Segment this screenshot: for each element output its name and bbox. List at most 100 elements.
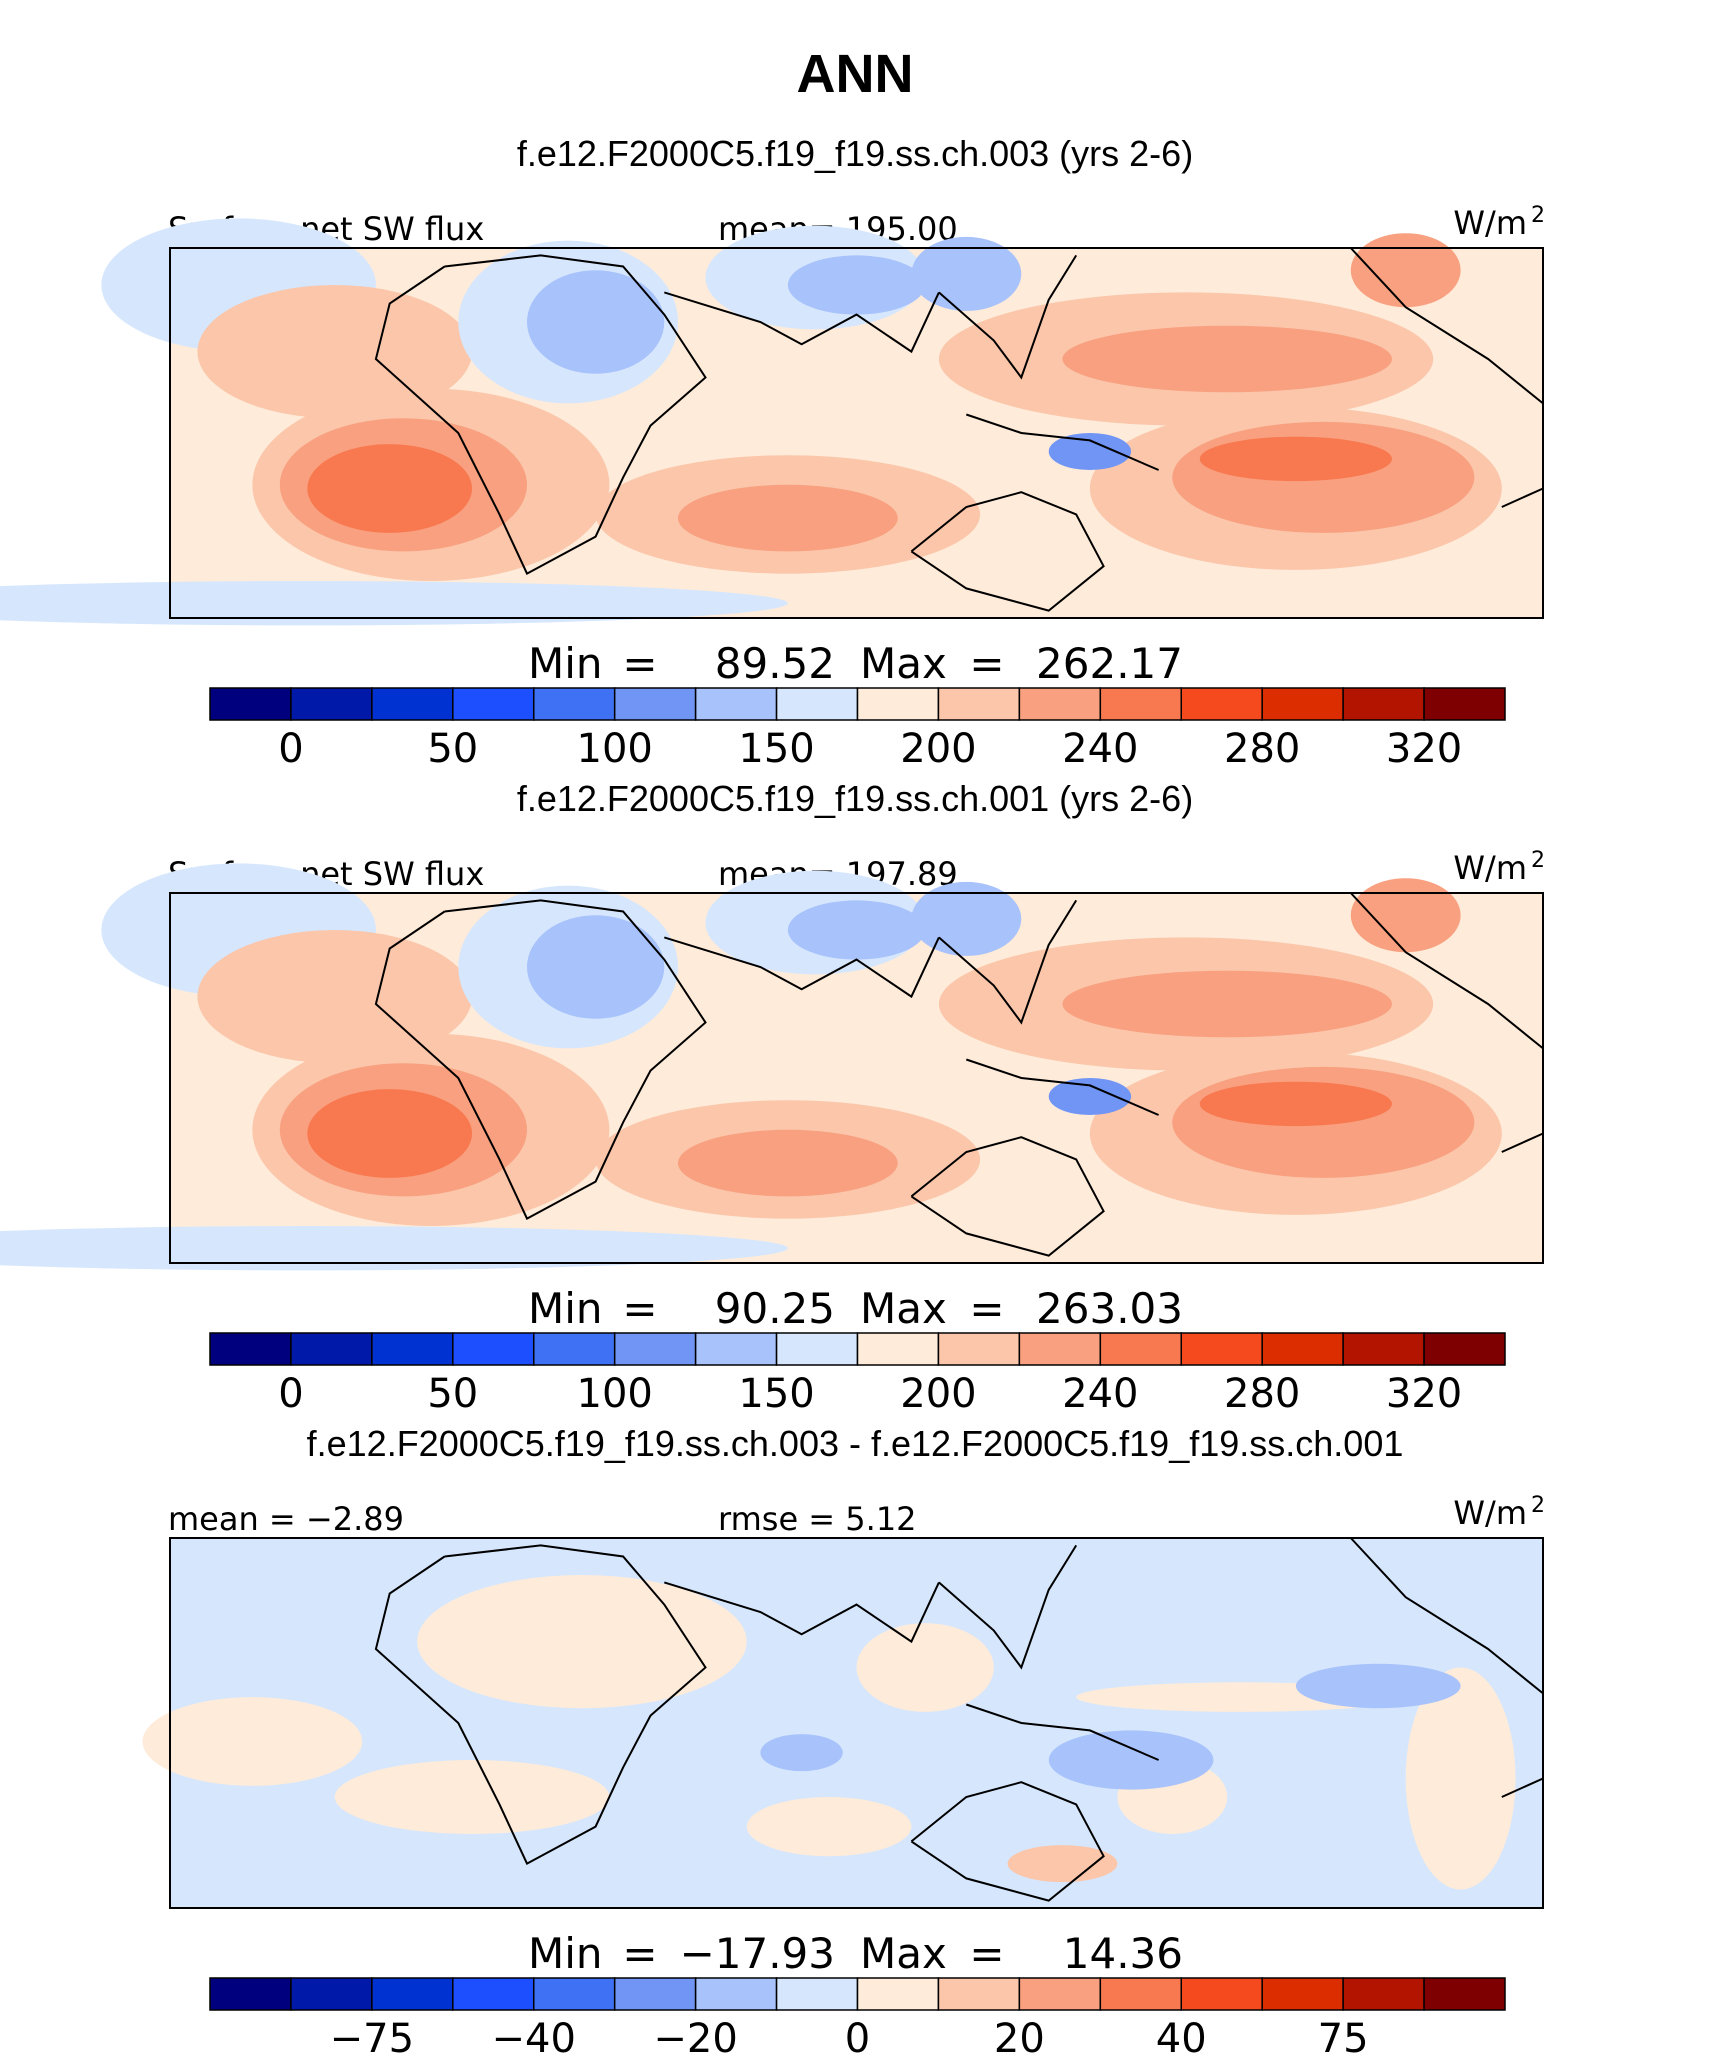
equals-sign: = [622, 1284, 657, 1333]
contour-region [307, 1089, 473, 1178]
colorbar-box [1261, 1332, 1344, 1366]
map-frame [169, 1537, 1544, 1909]
colorbar-tick-label: 40 [1156, 2016, 1207, 2062]
colorbar-tick-label: 240 [1062, 726, 1138, 772]
units-label: W/m [1453, 849, 1527, 887]
coastline [1350, 892, 1544, 1050]
colorbar-tick-label: 50 [427, 726, 478, 772]
colorbar-box [1018, 1332, 1102, 1366]
colorbar-box [290, 1977, 373, 2011]
contour-region [1295, 1663, 1461, 1709]
contour-region [787, 900, 926, 960]
colorbar-box [452, 1977, 535, 2011]
panel-title: f.e12.F2000C5.f19_f19.ss.ch.001 (yrs 2-6… [517, 778, 1193, 819]
units-power: 2 [1531, 203, 1545, 228]
contour-region [1199, 1081, 1392, 1127]
contour-region [678, 1129, 898, 1197]
colorbar-tick-label: 0 [278, 726, 303, 772]
max-value: 262.17 [1036, 639, 1183, 688]
min-label: Min [528, 1929, 603, 1978]
contour-region [0, 581, 788, 626]
left-label: mean = −2.89 [168, 1500, 404, 1538]
colorbar-box [1099, 1977, 1182, 2011]
colorbar-box [1261, 1977, 1344, 2011]
contour-region [0, 1226, 788, 1271]
coastline [664, 1581, 940, 1644]
colorbar-tick-label: 150 [738, 726, 814, 772]
colorbar-tick-label: 150 [738, 1371, 814, 1417]
colorbar-box [1342, 1977, 1425, 2011]
colorbar-box [775, 1977, 859, 2011]
colorbar-tick-label: 0 [845, 2016, 870, 2062]
contour-region [1062, 325, 1392, 393]
units-power: 2 [1531, 1493, 1545, 1518]
panel-3: f.e12.F2000C5.f19_f19.ss.ch.003 - f.e12.… [142, 1423, 1545, 2062]
colorbar-box [775, 1332, 859, 1366]
colorbar-box [533, 1332, 616, 1366]
equals-sign: = [969, 1929, 1004, 1978]
contour-region [417, 1575, 747, 1709]
coastline [374, 1544, 707, 1865]
units-label: W/m [1453, 1494, 1527, 1532]
coastline [965, 1703, 1159, 1761]
colorbar-box [1423, 1977, 1506, 2011]
coastline [938, 1544, 1078, 1670]
min-label: Min [528, 639, 603, 688]
colorbar-box [613, 687, 697, 721]
coastline [965, 413, 1159, 471]
colorbar-box [1423, 687, 1506, 721]
contour-region [526, 915, 665, 1019]
contour-region [1048, 1730, 1214, 1790]
contour-region [760, 1734, 843, 1772]
colorbar-box [694, 687, 778, 721]
contour-region [746, 1797, 912, 1857]
colorbar-box [1261, 687, 1344, 721]
colorbar-box [775, 687, 859, 721]
colorbar-box [209, 1977, 292, 2011]
map-frame [169, 247, 1544, 619]
contour-region [526, 270, 665, 374]
colorbar-box [856, 1977, 940, 2011]
colorbar-box [856, 687, 940, 721]
contour-region [1199, 436, 1392, 482]
panel-title: f.e12.F2000C5.f19_f19.ss.ch.003 - f.e12.… [307, 1423, 1404, 1464]
colorbar-box [1342, 1332, 1425, 1366]
colorbar-tick-label: 75 [1318, 2016, 1369, 2062]
max-label: Max [860, 1284, 947, 1333]
colorbar-box [452, 687, 535, 721]
colorbar-tick-label: 100 [577, 1371, 653, 1417]
contour-region [1048, 433, 1132, 470]
max-value: 263.03 [1036, 1284, 1183, 1333]
colorbar-tick-label: 0 [278, 1371, 303, 1417]
max-label: Max [860, 639, 947, 688]
contour-region [678, 484, 898, 552]
colorbar-box [452, 1332, 535, 1366]
colorbar-box [371, 1332, 454, 1366]
colorbar-box [290, 1332, 373, 1366]
colorbar-tick-label: 20 [994, 2016, 1045, 2062]
max-label: Max [860, 1929, 947, 1978]
colorbar-box [1180, 1332, 1263, 1366]
colorbar-box [209, 1332, 292, 1366]
colorbar-tick-label: 200 [900, 726, 976, 772]
colorbar-box [694, 1332, 778, 1366]
colorbar-box [1423, 1332, 1506, 1366]
contour-region [856, 1623, 994, 1712]
min-value: −17.93 [680, 1929, 835, 1978]
coastline [374, 254, 707, 575]
colorbar-box [1099, 1332, 1182, 1366]
map-frame [169, 892, 1544, 1264]
units-power: 2 [1531, 848, 1545, 873]
contour-region [1350, 233, 1461, 308]
colorbar-tick-label: 280 [1224, 726, 1300, 772]
colorbar-tick-label: 100 [577, 726, 653, 772]
equals-sign: = [969, 639, 1004, 688]
panel-title: f.e12.F2000C5.f19_f19.ss.ch.003 (yrs 2-6… [517, 133, 1193, 174]
colorbar-box [694, 1977, 778, 2011]
coastline [910, 491, 1105, 612]
colorbar-box [533, 687, 616, 721]
contour-region [1350, 878, 1461, 953]
contour-region [1007, 1845, 1118, 1883]
colorbar-tick-label: 240 [1062, 1371, 1138, 1417]
